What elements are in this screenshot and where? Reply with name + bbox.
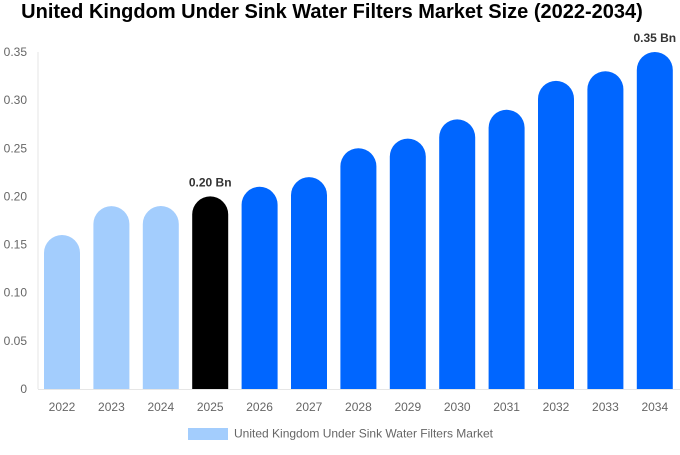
- bar-2031: [488, 109, 525, 389]
- bar-2025: [192, 196, 229, 389]
- y-tick-label: 0.15: [4, 238, 28, 252]
- bar-2033: [587, 71, 624, 389]
- x-tick-label: 2027: [296, 400, 323, 414]
- bar-2027: [291, 177, 327, 389]
- bar-2032: [538, 80, 574, 390]
- x-tick-label: 2025: [197, 400, 224, 414]
- data-label-2034: 0.35 Bn: [633, 31, 676, 45]
- y-tick-label: 0.10: [4, 286, 28, 300]
- bar-2024: [142, 206, 179, 389]
- x-tick-label: 2034: [641, 400, 668, 414]
- y-tick-label: 0.35: [4, 45, 28, 59]
- x-tick-label: 2026: [246, 400, 273, 414]
- x-tick-label: 2032: [543, 400, 570, 414]
- x-tick-label: 2033: [592, 400, 619, 414]
- x-tick-label: 2030: [444, 400, 471, 414]
- bar-2026: [241, 186, 278, 389]
- y-tick-label: 0: [20, 382, 27, 396]
- bar-2028: [340, 148, 377, 389]
- y-tick-label: 0.05: [4, 334, 28, 348]
- legend-swatch: [188, 428, 228, 440]
- x-tick-label: 2028: [345, 400, 372, 414]
- x-tick-label: 2023: [98, 400, 125, 414]
- y-tick-label: 0.20: [4, 189, 28, 203]
- bar-2023: [93, 206, 130, 389]
- x-tick-label: 2029: [394, 400, 421, 414]
- bar-2022: [44, 234, 80, 389]
- y-tick-label: 0.25: [4, 141, 28, 155]
- legend-label: United Kingdom Under Sink Water Filters …: [234, 427, 494, 441]
- bar-2030: [439, 119, 476, 389]
- x-tick-label: 2024: [147, 400, 174, 414]
- chart-title: United Kingdom Under Sink Water Filters …: [21, 1, 643, 23]
- bar-2034: [636, 52, 673, 389]
- y-tick-label: 0.30: [4, 93, 28, 107]
- bar-2029: [389, 138, 426, 389]
- x-tick-label: 2022: [49, 400, 76, 414]
- x-tick-label: 2031: [493, 400, 520, 414]
- data-label-2025: 0.20 Bn: [189, 175, 232, 189]
